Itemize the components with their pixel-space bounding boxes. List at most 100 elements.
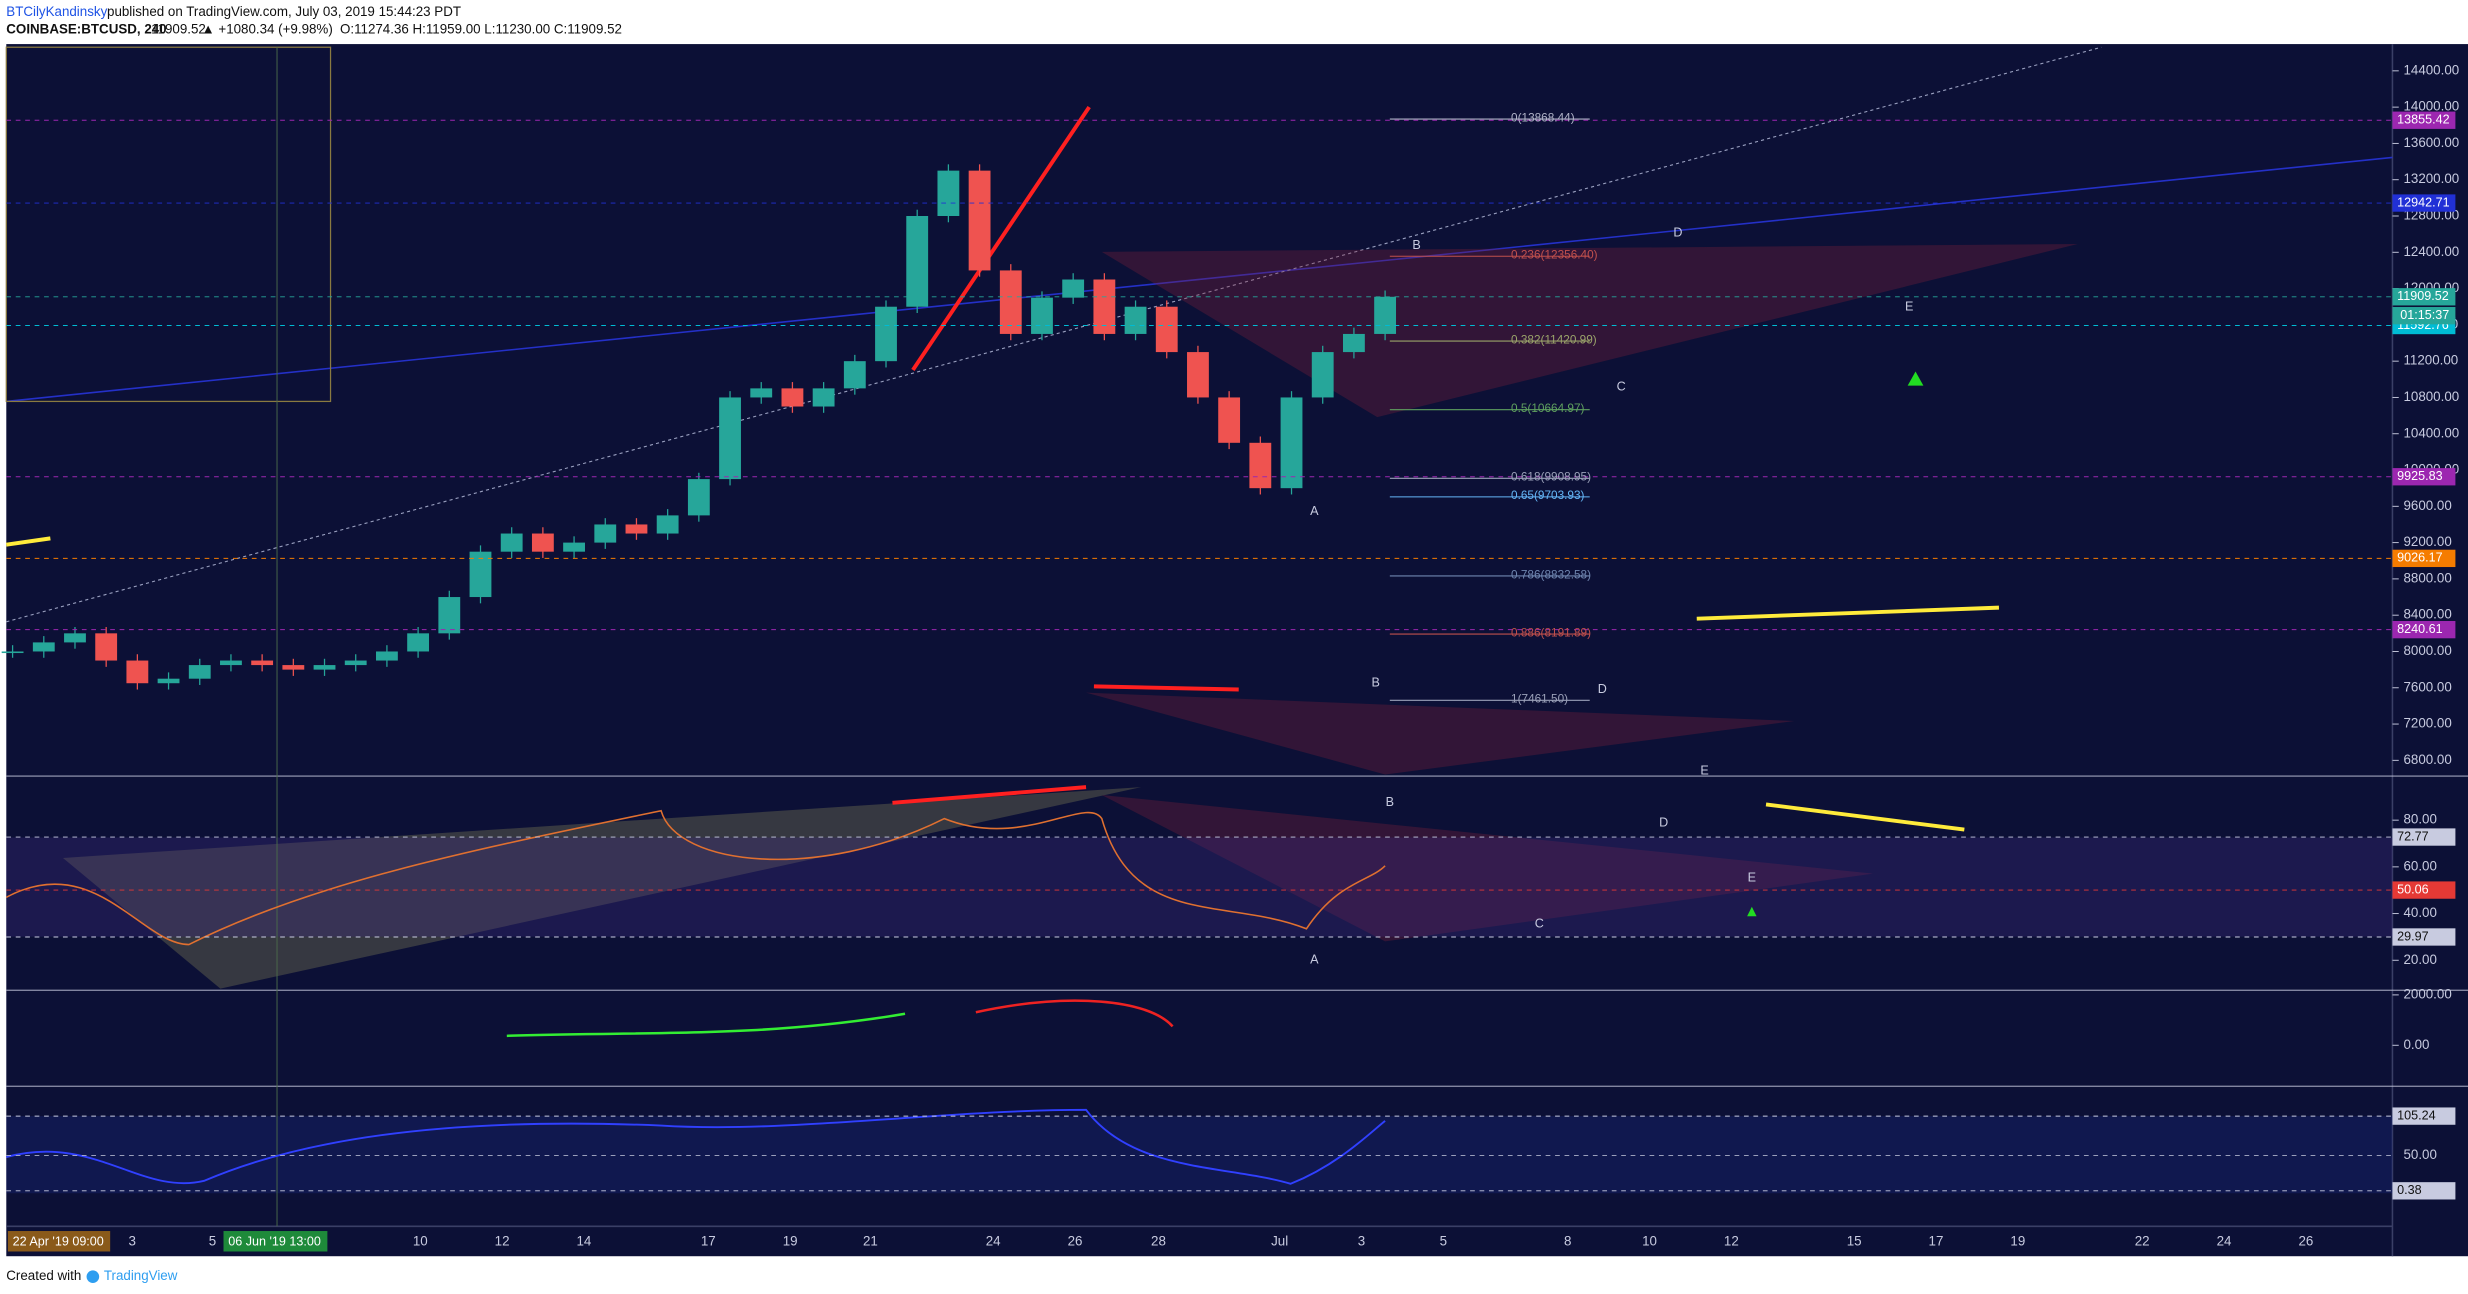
- candle: [1093, 279, 1116, 334]
- candle: [1311, 352, 1334, 398]
- fib-label: 0.786(8832.58): [1511, 567, 1591, 581]
- wave-label: B: [1386, 795, 1394, 809]
- date-label: 14: [577, 1234, 592, 1249]
- date-label: 10: [413, 1234, 428, 1249]
- candle: [563, 542, 585, 552]
- y-tick-label: 14400.00: [2403, 62, 2459, 77]
- candle: [812, 388, 835, 407]
- candle: [1155, 306, 1178, 353]
- price-badge-label: 13855.42: [2397, 113, 2449, 127]
- candle: [500, 533, 523, 552]
- osc-line: [6, 1108, 1386, 1185]
- y-tick-label: 8000.00: [2403, 643, 2451, 658]
- y-tick-label: 9600.00: [2403, 498, 2451, 513]
- y-tick-label: 10400.00: [2403, 425, 2459, 440]
- price-badge: [2392, 111, 2456, 129]
- candle: [531, 533, 554, 552]
- candle: [64, 633, 86, 643]
- price-badge-label: 12942.71: [2397, 195, 2449, 209]
- candle: [594, 524, 617, 543]
- footer-brand[interactable]: TradingView: [104, 1268, 178, 1283]
- y-tick-label: 13600.00: [2403, 135, 2459, 150]
- rsi-tick-label: 20.00: [2403, 952, 2436, 967]
- y-tick-label: 11200.00: [2403, 353, 2458, 368]
- divergence-line: [1093, 684, 1239, 692]
- author[interactable]: BTCilyKandinsky: [6, 4, 107, 19]
- y-tick-label: 13200.00: [2403, 171, 2459, 186]
- date-label: 24: [2217, 1234, 2232, 1249]
- symbol: COINBASE:BTCUSD, 240: [6, 21, 166, 36]
- date-label: 19: [2010, 1234, 2025, 1249]
- candle: [875, 306, 897, 362]
- price-badge: [2392, 288, 2456, 306]
- candle: [95, 633, 118, 661]
- rsi-badge-label: 50.06: [2397, 882, 2428, 896]
- candle: [188, 665, 211, 679]
- date-label: 17: [701, 1234, 716, 1249]
- osc-badge-label: 105.24: [2397, 1108, 2435, 1122]
- date-label: 26: [2298, 1234, 2313, 1249]
- chart-bg: [6, 44, 2393, 1257]
- triangle: [1101, 244, 2078, 418]
- wave-label: D: [1659, 816, 1668, 830]
- date-label: 28: [1151, 1234, 1166, 1249]
- price-badge: [2392, 194, 2456, 212]
- date-label: 10: [1642, 1234, 1657, 1249]
- up-arrow: [1747, 906, 1757, 917]
- rsi-tick-label: 60.00: [2403, 858, 2436, 873]
- date-label: 3: [128, 1234, 135, 1249]
- osc-badge: [2392, 1182, 2456, 1200]
- date-badge: [7, 1231, 111, 1252]
- rsi-line: [5, 809, 1386, 946]
- macd-tick-label: 2000.00: [2403, 986, 2451, 1001]
- fib-label: 0.5(10664.97): [1511, 401, 1585, 415]
- last: 11909.52: [151, 21, 206, 36]
- rsi-badge-label: 72.77: [2397, 829, 2428, 843]
- date-label: 22: [2135, 1234, 2150, 1249]
- fib-label: 0(13868.44): [1511, 110, 1575, 124]
- wave-label: B: [1371, 676, 1379, 690]
- y-tick-label: 12400.00: [2403, 244, 2459, 259]
- candle: [1124, 306, 1147, 334]
- candle: [32, 642, 55, 652]
- date-label: 12: [1724, 1234, 1739, 1249]
- date-label: 5: [1440, 1234, 1447, 1249]
- y-tick-label: 6800.00: [2403, 752, 2451, 767]
- wave-label: A: [1310, 504, 1319, 518]
- ohlc: O:11274.36 H:11959.00 L:11230.00 C:11909…: [340, 21, 622, 36]
- date-label: 12: [495, 1234, 510, 1249]
- osc-band: [6, 1116, 2393, 1194]
- candle: [1374, 296, 1397, 334]
- candle: [220, 660, 242, 666]
- price-badge-label: 9026.17: [2397, 551, 2442, 565]
- osc-tick-label: 50.00: [2403, 1147, 2436, 1162]
- y-tick-label: 10800.00: [2403, 389, 2459, 404]
- candle: [781, 388, 804, 407]
- price-badge-label: 11909.52: [2397, 289, 2449, 303]
- macd-curve: [975, 999, 1174, 1028]
- triangle: [62, 787, 1142, 989]
- countdown: 01:15:37: [2400, 308, 2449, 322]
- wave-label: D: [1673, 225, 1682, 239]
- wave-label: D: [1598, 682, 1607, 696]
- wave-label: B: [1412, 238, 1420, 252]
- date-label: 3: [1358, 1234, 1365, 1249]
- price-badge: [2392, 620, 2456, 639]
- fib-label: 1(7461.50): [1511, 692, 1568, 706]
- date-label: 26: [1068, 1234, 1083, 1249]
- axis-bg: [2392, 44, 2468, 1257]
- candle: [126, 660, 149, 684]
- candle: [1280, 397, 1303, 489]
- y-tick-label: 9200.00: [2403, 534, 2451, 549]
- rsi-badge: [2392, 928, 2456, 946]
- fib-label: 0.618(9908.95): [1511, 470, 1591, 484]
- divergence-line: [911, 105, 1091, 372]
- candle: [999, 270, 1022, 334]
- y-tick-label: 14000.00: [2403, 99, 2459, 114]
- candle: [157, 678, 180, 684]
- date-badge-label: 22 Apr '19 09:00: [13, 1234, 104, 1248]
- price-badge-label: 8240.61: [2397, 622, 2442, 636]
